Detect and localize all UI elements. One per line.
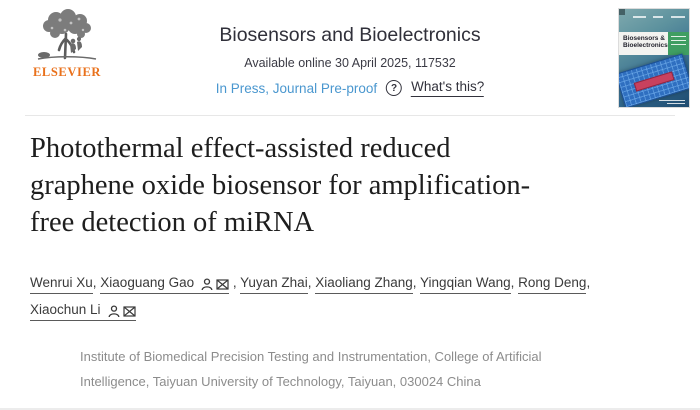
in-press-link[interactable]: In Press, Journal Pre-proof: [215, 80, 378, 96]
author-link[interactable]: Wenrui Xu: [30, 275, 93, 294]
author-link[interactable]: Yingqian Wang: [420, 275, 511, 294]
cover-editor-box: [667, 32, 689, 55]
affiliation-text: Institute of Biomedical Precision Testin…: [80, 349, 542, 389]
journal-cover-thumbnail[interactable]: Biosensors & Bioelectronics: [618, 8, 690, 108]
elsevier-wordmark: ELSEVIER: [32, 65, 102, 79]
article-title: Photothermal effect-assisted reduced gra…: [30, 133, 531, 238]
whats-this-link[interactable]: What's this?: [411, 79, 485, 97]
author-list: Wenrui Xu, Xiaoguang Gao , Yuyan Zhai, X…: [30, 270, 675, 324]
elsevier-logo[interactable]: ELSEVIER: [30, 8, 104, 80]
author-link[interactable]: Yuyan Zhai: [240, 275, 308, 294]
status-row: In Press, Journal Pre-proof ? What's thi…: [215, 79, 485, 97]
section-divider: [0, 408, 700, 410]
author-link-corresponding[interactable]: Xiaoguang Gao: [100, 275, 230, 294]
availability-text: Available online 30 April 2025, 117532: [244, 56, 456, 70]
cover-top-text-decoration: [623, 14, 685, 20]
header-divider: [25, 115, 675, 116]
elsevier-tree-icon: [37, 9, 97, 60]
help-question-icon[interactable]: ?: [386, 80, 403, 96]
author-link[interactable]: Xiaoliang Zhang: [315, 275, 413, 294]
cover-footer-text-decoration: [659, 100, 685, 105]
author-link-corresponding[interactable]: Xiaochun Li: [30, 302, 136, 321]
person-icon: [108, 305, 120, 318]
journal-header: Biosensors and Bioelectronics Available …: [215, 24, 485, 97]
envelope-icon: [122, 306, 136, 317]
cover-journal-title: Biosensors & Bioelectronics: [623, 35, 668, 50]
cover-biochip-stripe: [633, 71, 675, 92]
envelope-icon: [216, 279, 229, 290]
cover-title-band: Biosensors & Bioelectronics: [619, 32, 689, 55]
person-icon: [201, 278, 213, 291]
cover-publisher-mark: [619, 9, 625, 15]
journal-title-link[interactable]: Biosensors and Bioelectronics: [219, 24, 481, 46]
author-link[interactable]: Rong Deng: [518, 275, 587, 294]
